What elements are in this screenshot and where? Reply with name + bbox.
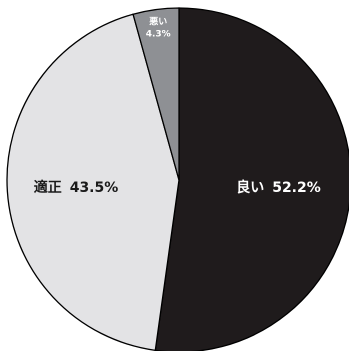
slice-category-label: 良い [236,179,264,196]
slices-layer [6,7,349,353]
slice-label-2: 適正 43.5% [34,179,119,196]
pie-slice-3 [132,7,180,181]
slice-label-3: 悪い 4.3% [146,17,171,40]
slice-category-label: 悪い [149,17,167,28]
slice-label-1: 良い 52.2% [236,179,321,196]
labels-layer: 良い 52.2% 適正 43.5% 悪い 4.3% [34,17,321,196]
pie-slice-2 [6,13,180,352]
slice-value-label: 4.3% [146,30,171,40]
pie-slice-1 [154,7,349,353]
slice-value-label: 43.5% [70,180,119,196]
slice-value-label: 52.2% [272,180,321,196]
slice-category-label: 適正 [34,179,62,196]
